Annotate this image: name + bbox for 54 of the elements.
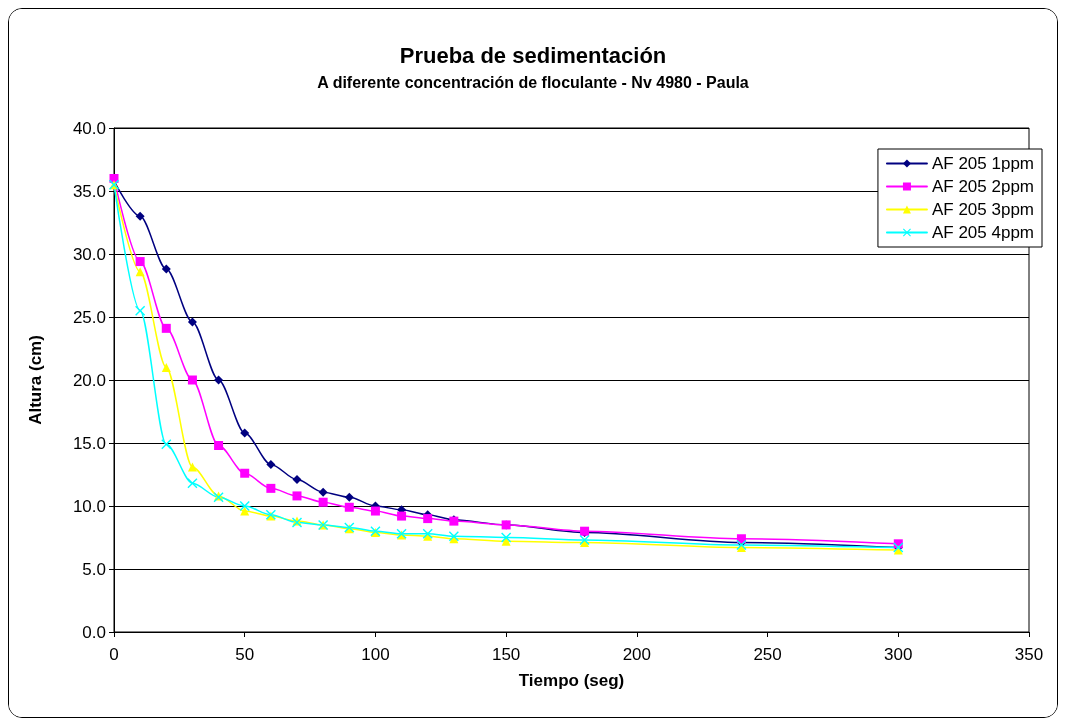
point <box>370 506 380 516</box>
point <box>161 362 171 372</box>
point <box>423 514 433 524</box>
y-tick-label: 5.0 <box>82 559 106 579</box>
point <box>344 502 354 512</box>
point <box>318 487 328 497</box>
y-tick-label: 40.0 <box>72 118 106 138</box>
x-tick-label: 150 <box>491 645 521 664</box>
legend-label: AF 205 3ppm <box>931 200 1034 219</box>
legend-label: AF 205 1ppm <box>931 154 1034 173</box>
point <box>214 441 224 451</box>
point <box>239 501 250 511</box>
y-tick-label: 10.0 <box>72 496 106 516</box>
x-axis-title: Tiempo (seg) <box>518 671 625 690</box>
point <box>397 511 407 521</box>
chart-title: Prueba de sedimentación <box>399 42 667 68</box>
y-tick-label: 35.0 <box>72 181 106 201</box>
y-tick-label: 15.0 <box>72 433 106 453</box>
y-tick-label: 30.0 <box>72 244 106 264</box>
chart-subtitle: A diferente concentración de floculante - Nv 4980 - Paula <box>317 73 749 91</box>
point <box>135 211 145 221</box>
point <box>344 492 354 502</box>
point <box>187 317 197 327</box>
point <box>214 375 224 385</box>
point <box>187 478 198 489</box>
point <box>318 497 328 507</box>
x-tick-label: 0 <box>109 645 119 664</box>
legend-label: AF 205 2ppm <box>931 177 1034 196</box>
point <box>161 439 172 450</box>
point <box>292 475 302 485</box>
x-tick-label: 50 <box>235 645 255 664</box>
y-axis-title: Altura (cm) <box>26 335 45 425</box>
point <box>266 483 276 493</box>
point <box>240 468 250 478</box>
x-tick-label: 350 <box>1014 645 1044 664</box>
point <box>161 323 171 333</box>
point <box>135 267 145 277</box>
point <box>266 459 276 469</box>
point <box>292 491 302 501</box>
point <box>240 428 250 438</box>
x-tick-label: 100 <box>361 645 390 664</box>
legend-label: AF 205 4ppm <box>931 223 1034 242</box>
x-tick-label: 200 <box>622 645 652 664</box>
y-tick-label: 25.0 <box>72 307 106 327</box>
point <box>240 506 250 516</box>
point <box>135 305 146 316</box>
x-tick-label: 250 <box>753 645 782 664</box>
x-tick-label: 300 <box>884 645 913 664</box>
y-tick-label: 0.0 <box>82 622 106 642</box>
point <box>187 375 197 385</box>
point <box>501 532 512 543</box>
point <box>135 257 145 267</box>
y-tick-label: 20.0 <box>72 370 106 390</box>
point <box>161 264 171 274</box>
